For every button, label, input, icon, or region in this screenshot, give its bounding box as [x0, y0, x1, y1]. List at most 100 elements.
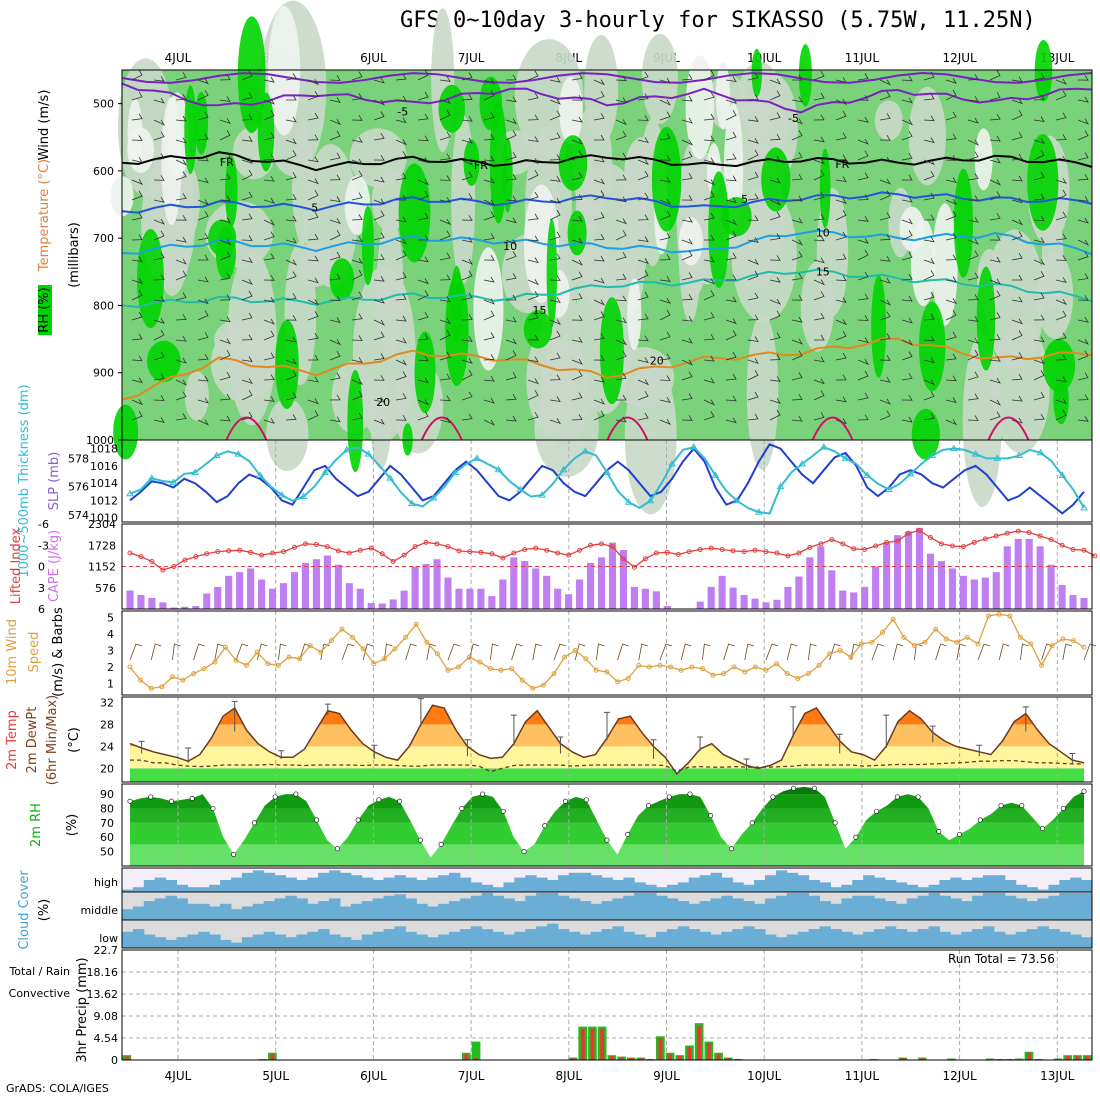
wind-barb — [902, 174, 913, 181]
wind-barb — [219, 415, 231, 422]
cape-bar — [181, 606, 189, 609]
wind-barb — [923, 115, 935, 122]
cloud-bar — [917, 929, 930, 948]
cloud-bar — [590, 903, 603, 920]
lifted-index-marker — [555, 550, 561, 556]
wind-barb — [769, 233, 781, 241]
wind-barb — [725, 417, 737, 424]
rh-dry-patch — [184, 371, 209, 421]
thickness-marker — [841, 454, 850, 461]
cloud-bar — [241, 872, 254, 892]
wind-barb — [307, 376, 319, 383]
wind-barb — [1055, 189, 1067, 201]
wind-barb — [307, 299, 319, 306]
wind10-marker — [551, 671, 557, 677]
wind-barb — [307, 211, 319, 221]
wind10-marker — [646, 664, 652, 670]
cloud-bar — [1015, 884, 1028, 892]
cloud-bar — [612, 880, 624, 892]
cloud-bar — [339, 937, 352, 948]
wind-barb — [131, 69, 143, 81]
lifted-index-marker — [138, 554, 144, 560]
wind10-barb — [998, 643, 1010, 661]
wind10-marker — [901, 634, 907, 640]
wind-barb — [1033, 314, 1045, 321]
cloud-bar — [961, 880, 973, 892]
cloud-bar — [993, 875, 1006, 892]
wind10-marker — [1028, 641, 1034, 647]
wind10-barb — [447, 643, 461, 661]
wind-barb — [461, 369, 473, 381]
wind-barb — [417, 290, 429, 301]
wind-barb — [1033, 72, 1045, 81]
wind10-marker — [975, 641, 981, 647]
cape-bar — [159, 602, 167, 609]
wind-barb — [131, 256, 143, 263]
wind-barb — [637, 357, 649, 364]
wind-barb — [593, 212, 605, 221]
cloud-bar — [165, 880, 177, 892]
lifted-index-marker — [774, 550, 780, 556]
wind-barb — [703, 333, 715, 341]
wind-barb — [571, 358, 583, 365]
wind-barb — [879, 190, 891, 201]
cloud-bar — [416, 934, 428, 948]
rh-marker — [314, 817, 320, 823]
lifted-index-marker — [982, 536, 988, 542]
wind-barb — [659, 176, 671, 183]
wind-barb — [307, 178, 319, 185]
wind-barb — [593, 91, 605, 101]
wind-barb — [813, 114, 825, 121]
wind-barb — [792, 74, 803, 81]
lifted-index-marker — [1070, 547, 1076, 552]
cloud-bar — [623, 931, 635, 948]
wind10-barb — [490, 643, 499, 661]
pressure-tick-label: 900 — [93, 367, 114, 380]
lifted-index-marker — [1059, 542, 1065, 548]
thickness-marker — [1015, 451, 1023, 459]
wind-barb — [461, 336, 473, 342]
thickness-marker — [407, 499, 416, 507]
wind-barb — [857, 138, 869, 145]
wind10-speed-line — [129, 613, 1085, 690]
wind10-marker — [615, 679, 621, 685]
wind-barb — [835, 253, 847, 261]
wind-barb — [1077, 273, 1089, 281]
wind10-barb — [871, 643, 885, 661]
wind-barb — [857, 172, 869, 181]
wind-barb — [593, 277, 605, 284]
wind-barb — [219, 195, 231, 202]
wind-barb — [725, 296, 737, 303]
wind-barb — [241, 356, 253, 363]
wind-barb — [1011, 153, 1023, 161]
wind10-marker — [827, 651, 833, 657]
cloud-bar — [972, 929, 984, 948]
wind-barb — [131, 178, 143, 186]
wind-barb — [967, 173, 979, 181]
wind-barb — [483, 211, 495, 221]
temp-tick-label: 32 — [100, 696, 114, 709]
cape-bar — [312, 559, 320, 609]
date-label-bottom: 11JUL — [845, 1069, 880, 1083]
thickness-marker — [256, 471, 264, 478]
run-total-label: Run Total = 73.56 — [948, 952, 1055, 966]
wind-barb — [967, 250, 979, 261]
wind-barb — [439, 417, 451, 424]
wind10-tick-label: 5 — [107, 612, 114, 625]
wind-barb — [285, 215, 297, 222]
cape-bar — [258, 579, 266, 609]
wind-barb — [967, 371, 979, 381]
wind-barb — [835, 352, 847, 361]
precip-convective-bar — [629, 1058, 634, 1060]
wind-barb — [1011, 197, 1023, 204]
wind-barb — [131, 113, 143, 121]
wind-barb — [329, 152, 341, 161]
wind-barb — [307, 277, 319, 284]
wind-barb — [813, 356, 825, 363]
cape-bar — [356, 588, 364, 609]
cloud-bar — [122, 889, 134, 892]
wind-barb — [197, 211, 209, 221]
wind-barb — [857, 414, 869, 421]
wind10-marker — [477, 659, 483, 665]
wind-barb — [989, 92, 1001, 101]
